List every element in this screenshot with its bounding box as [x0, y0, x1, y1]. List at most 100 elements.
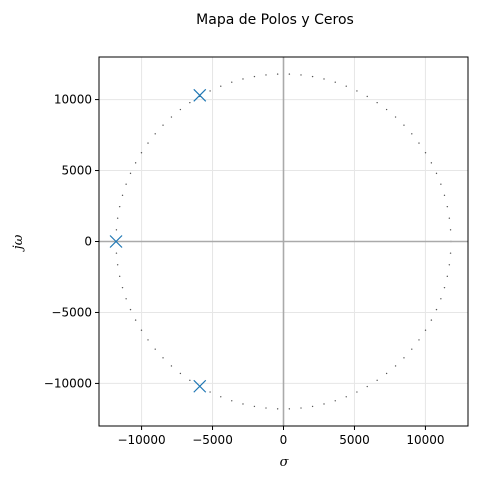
circle-dot — [443, 194, 446, 197]
circle-dot — [209, 90, 211, 92]
circle-dot — [147, 142, 149, 144]
circle-dot — [446, 205, 449, 208]
circle-dot — [154, 133, 156, 135]
circle-dot — [394, 365, 397, 367]
x-tick-label: 0 — [280, 433, 288, 447]
circle-dot — [334, 400, 336, 402]
circle-dot — [440, 183, 442, 185]
circle-dot — [220, 396, 222, 398]
circle-dot — [366, 95, 368, 98]
x-axis-label: σ — [280, 455, 290, 470]
origin-axes — [99, 57, 468, 426]
circle-dot — [162, 124, 164, 126]
circle-dot — [430, 319, 433, 321]
circle-dot — [116, 264, 119, 266]
circle-dot — [376, 101, 378, 104]
circle-dot — [323, 403, 325, 405]
circle-dot — [265, 74, 267, 76]
circle-dot — [162, 357, 164, 359]
circle-dot — [443, 286, 446, 289]
circle-dot — [170, 116, 173, 118]
circle-dot — [189, 101, 191, 104]
circle-dot — [179, 108, 182, 111]
y-tick-label: −5000 — [51, 305, 92, 319]
circle-dot — [288, 73, 291, 75]
circle-dot — [170, 365, 173, 367]
circle-dot — [220, 85, 222, 87]
circle-dot — [435, 172, 438, 175]
circle-dot — [449, 252, 452, 254]
circle-dot — [300, 407, 302, 409]
circle-dot — [276, 73, 279, 75]
circle-dot — [253, 405, 256, 408]
pole-markers — [109, 88, 207, 393]
circle-dot — [448, 264, 451, 266]
circle-dot — [334, 81, 336, 83]
circle-dot — [115, 252, 118, 254]
circle-dot — [311, 75, 314, 78]
circle-dot — [394, 116, 397, 118]
circle-dot — [121, 286, 124, 289]
circle-dot — [448, 217, 451, 219]
circle-dot — [424, 329, 427, 331]
circle-dot — [116, 217, 119, 219]
circle-dot — [366, 385, 368, 388]
circle-dot — [385, 372, 388, 375]
circle-dot — [231, 81, 233, 83]
pole-marker — [193, 379, 207, 393]
circle-dot — [446, 275, 449, 278]
circle-dot — [147, 339, 149, 341]
circle-dot — [435, 308, 438, 311]
circle-dot — [242, 403, 244, 405]
x-tick-label: 5000 — [339, 433, 370, 447]
circle-dot — [418, 339, 420, 341]
circle-dot — [424, 152, 427, 154]
y-tick-label: 0 — [84, 235, 92, 249]
circle-dot — [385, 108, 388, 111]
ticks: −10000 −5000 0 5000 10000 −10000 −5000 0 5000 100… — [44, 93, 445, 447]
circle-dot — [288, 408, 291, 410]
y-axis-label: jω — [11, 234, 26, 252]
circle-dot — [430, 162, 433, 164]
circle-dot — [134, 319, 137, 321]
circle-dot — [209, 391, 211, 393]
circle-dot — [411, 348, 413, 350]
circle-dot — [129, 308, 132, 311]
y-tick-label: 5000 — [61, 164, 92, 178]
circle-dot — [125, 298, 127, 300]
x-tick-label: −10000 — [117, 433, 165, 447]
circle-dot — [125, 183, 127, 185]
circle-dot — [140, 152, 143, 154]
circle-dot — [300, 74, 302, 76]
circle-dot — [231, 400, 233, 402]
y-tick-label: −10000 — [44, 376, 92, 390]
circle-dot — [418, 142, 420, 144]
circle-dot — [356, 90, 358, 92]
reference-circle — [115, 73, 452, 410]
circle-dot — [403, 124, 405, 126]
circle-dot — [356, 391, 358, 393]
x-tick-label: 10000 — [406, 433, 444, 447]
x-tick-label: −5000 — [192, 433, 233, 447]
circle-dot — [440, 298, 442, 300]
circle-dot — [189, 379, 191, 382]
circle-dot — [311, 405, 314, 408]
circle-dot — [253, 75, 256, 78]
circle-dot — [449, 229, 452, 231]
circle-dot — [154, 348, 156, 350]
circle-dot — [179, 372, 182, 375]
circle-dot — [121, 194, 124, 197]
circle-dot — [323, 78, 325, 80]
circle-dot — [345, 85, 347, 87]
circle-dot — [118, 205, 121, 208]
y-tick-label: 10000 — [54, 93, 92, 107]
pole-marker — [193, 88, 207, 102]
circle-dot — [129, 172, 132, 175]
circle-dot — [242, 78, 244, 80]
pole-marker — [109, 235, 123, 248]
circle-dot — [411, 133, 413, 135]
circle-dot — [115, 229, 118, 231]
circle-dot — [265, 407, 267, 409]
chart-title: Mapa de Polos y Ceros — [196, 12, 354, 28]
